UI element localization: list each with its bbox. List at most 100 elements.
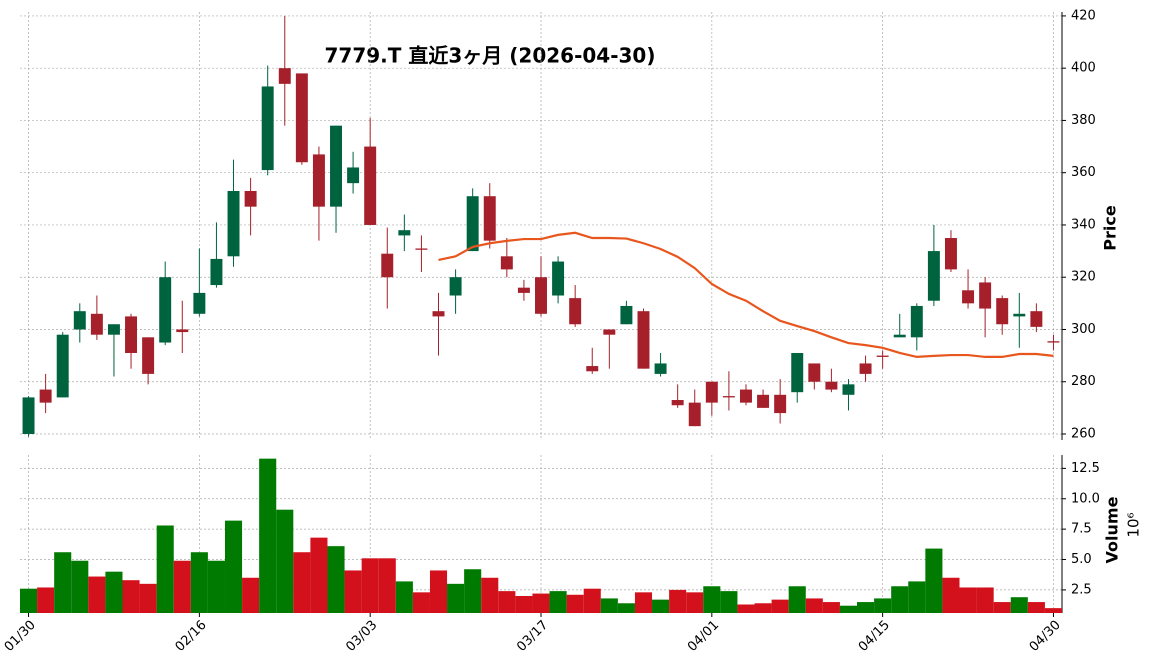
volume-bar [344, 570, 362, 613]
volume-bar [88, 576, 106, 613]
candle-body [740, 389, 752, 403]
candle-body [159, 277, 172, 343]
y2-tick-label: 10.0 [1071, 491, 1100, 506]
y2-tick-label: 2.5 [1071, 582, 1092, 597]
x-tick-label: 01/30 [2, 618, 39, 655]
volume-bar [805, 598, 823, 613]
y-tick-label: 380 [1071, 113, 1096, 128]
y-axis-label: Price [1101, 205, 1120, 251]
x-tick-label: 03/17 [514, 618, 551, 655]
candle-body [979, 282, 992, 309]
candle-body [227, 190, 240, 257]
candle-body [107, 324, 120, 335]
y-tick-label: 280 [1071, 374, 1096, 389]
volume-bar [20, 588, 38, 613]
volume-bar [1044, 608, 1062, 613]
candle-body [620, 305, 633, 325]
candle-body [671, 400, 684, 406]
x-tick-label: 03/03 [343, 618, 380, 655]
volume-bar [771, 599, 789, 613]
volume-bar [1027, 602, 1045, 613]
volume-bar [754, 603, 772, 613]
volume-bar [720, 591, 738, 613]
chart-title: 7779.T 直近3ヶ月 (2026-04-30) [325, 44, 656, 68]
candle-body [261, 86, 274, 171]
candle-body [517, 287, 530, 293]
candle-body [193, 292, 206, 314]
candle-body [90, 313, 103, 335]
candle-body [176, 329, 189, 333]
candle-body [398, 230, 411, 236]
candle-body [500, 256, 513, 270]
candle-body [791, 352, 804, 393]
y2-multiplier: 10⁶ [1125, 512, 1143, 537]
volume-bar [464, 569, 482, 613]
volume-bar [276, 509, 294, 613]
volume-bar [378, 558, 396, 613]
volume-bar [447, 583, 465, 613]
volume-bar [327, 546, 345, 613]
volume-bar [310, 537, 328, 613]
x-tick-label: 02/16 [173, 618, 210, 655]
candle-body [552, 261, 565, 296]
volume-bar [942, 577, 960, 613]
volume-bar [737, 604, 755, 613]
volume-bar [669, 589, 687, 613]
volume-bar [532, 593, 550, 613]
candle-body [1030, 311, 1043, 327]
candle-body [73, 311, 86, 330]
volume-bar [122, 580, 140, 613]
candle-body [842, 384, 855, 395]
volume-bar [566, 594, 584, 613]
y-tick-label: 360 [1071, 165, 1096, 180]
volume-bar [908, 581, 926, 613]
volume-bar [617, 603, 635, 613]
candle-body [1047, 341, 1060, 343]
candle-body [722, 396, 735, 398]
candle-body [330, 125, 342, 207]
y2-tick-label: 7.5 [1071, 522, 1092, 537]
y2-axis-label: Volume [1103, 496, 1122, 563]
candle-body [210, 258, 223, 286]
volume-bar [583, 588, 601, 613]
volume-bar [71, 560, 89, 613]
volume-bar [703, 586, 721, 613]
candle-body [996, 298, 1009, 325]
candle-body [39, 389, 52, 403]
volume-bar [139, 583, 157, 613]
y2-tick-label: 5.0 [1071, 552, 1092, 567]
volume-bar [549, 591, 567, 613]
volume-bar [515, 595, 533, 613]
candle-body [535, 277, 547, 314]
candle-body [125, 316, 138, 353]
candle-body [56, 334, 69, 398]
candle-body [757, 394, 770, 408]
volume-bar [207, 560, 225, 613]
volume-bar [925, 548, 943, 613]
candle-body [944, 238, 957, 270]
candle-body [466, 196, 479, 252]
volume-bar [361, 558, 379, 613]
volume-bar [481, 577, 499, 613]
candle-body [603, 329, 616, 335]
x-tick-label: 04/01 [685, 618, 722, 655]
volume-bar [173, 560, 191, 613]
candle-body [637, 311, 650, 369]
volume-bar [822, 602, 840, 613]
volume-bar [600, 598, 618, 613]
volume-bar [993, 602, 1011, 613]
volume-bar [190, 552, 208, 613]
y-tick-label: 340 [1071, 217, 1096, 232]
candle-body [705, 381, 718, 403]
volume-bar [395, 581, 413, 613]
candle-body [654, 363, 667, 374]
x-tick-label: 04/15 [856, 618, 893, 655]
y-tick-label: 300 [1071, 322, 1096, 337]
candle-body [142, 337, 155, 374]
candle-body [295, 73, 308, 163]
candle-body [312, 154, 325, 207]
candle-body [910, 305, 923, 338]
candle-body [893, 334, 906, 338]
candle-body [432, 311, 445, 317]
